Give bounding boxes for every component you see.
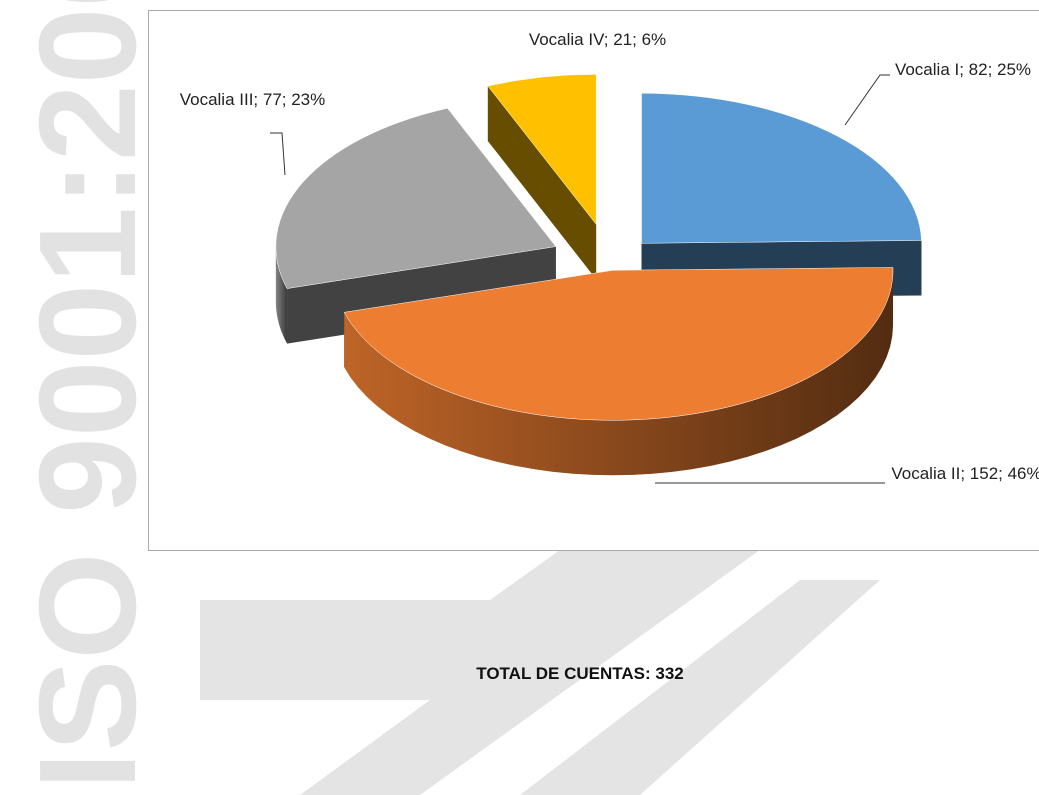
total-label: TOTAL DE CUENTAS: 332	[476, 664, 684, 683]
slice	[487, 74, 597, 226]
slice-side	[487, 86, 597, 280]
pie	[275, 74, 922, 476]
slice-side	[275, 246, 288, 344]
background-stripes	[200, 550, 880, 795]
stripe	[200, 550, 760, 795]
data-label: Vocalia IV; 21; 6%	[528, 30, 667, 49]
slice	[275, 107, 557, 289]
data-label: Vocalia II; 152; 46%	[891, 464, 1039, 483]
stripe	[520, 580, 880, 795]
slice	[641, 93, 922, 244]
leader-line	[844, 74, 890, 126]
watermark: ISO 9001:2008	[11, 0, 165, 790]
slice-side	[344, 270, 894, 476]
data-label: Vocalia III; 77; 23%	[179, 90, 326, 109]
data-label: Vocalia I; 82; 25%	[894, 60, 1032, 79]
slice	[343, 267, 894, 421]
leader-line	[270, 132, 286, 176]
leader-lines	[270, 74, 890, 484]
